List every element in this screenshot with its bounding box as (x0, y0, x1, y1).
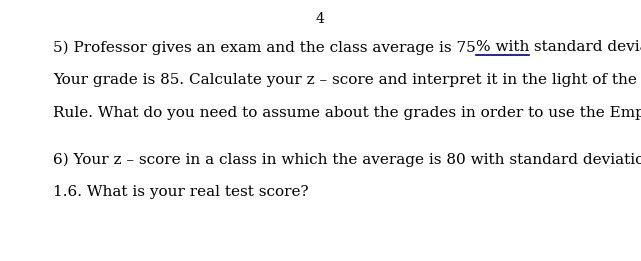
Text: 4: 4 (316, 12, 325, 26)
Text: 6) Your z – score in a class in which the average is 80 with standard deviation : 6) Your z – score in a class in which th… (53, 153, 641, 167)
Text: 5) Professor gives an exam and the class average is 75: 5) Professor gives an exam and the class… (53, 40, 476, 55)
Text: Your grade is 85. Calculate your z – score and interpret it in the light of the : Your grade is 85. Calculate your z – sco… (53, 73, 641, 87)
Text: Rule. What do you need to assume about the grades in order to use the Empirical: Rule. What do you need to assume about t… (53, 106, 641, 120)
Text: % with: % with (476, 40, 529, 55)
Text: 1.6. What is your real test score?: 1.6. What is your real test score? (53, 185, 309, 199)
Text: standard deviation of 5: standard deviation of 5 (529, 40, 641, 55)
